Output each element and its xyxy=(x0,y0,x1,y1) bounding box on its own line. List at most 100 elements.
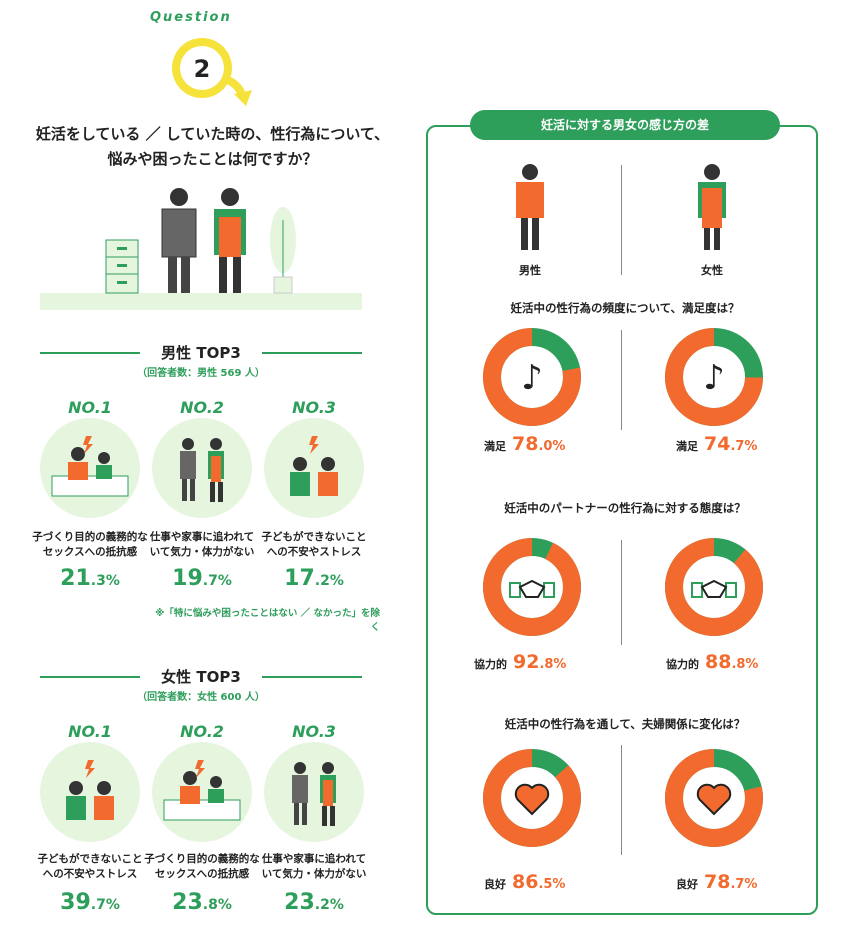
q2-female-pct-dec: .8% xyxy=(731,657,759,672)
panel-question-3: 妊活中の性行為を通して、夫婦関係に変化は？ xyxy=(504,717,746,731)
male-item-3-pct-dec: .2% xyxy=(314,573,344,589)
q3-male-donut xyxy=(483,749,581,847)
q2-male-label: 協力的 xyxy=(474,658,507,671)
donut-value-segment xyxy=(483,749,581,847)
drawer-icon xyxy=(105,239,139,294)
male-item-3-line2: への不安やストレス xyxy=(266,546,362,558)
female-item-3-pct-int: 23 xyxy=(284,890,315,915)
female-item-1-pct: 39.7% xyxy=(35,890,145,915)
donut-value-segment xyxy=(483,328,581,426)
q3-female-label: 良好 xyxy=(676,878,698,891)
q3-female-pct-dec: .7% xyxy=(730,877,758,892)
male-item-1-line2: セックスへの抵抗感 xyxy=(42,546,138,558)
main-question: 妊活をしている ／ していた時の、性行為について、 悩みや困ったことは何ですか？ xyxy=(20,122,405,172)
female-item-1-line1: 子どもができないこと xyxy=(37,853,143,865)
male-item-2-pct-dec: .7% xyxy=(202,573,232,589)
q1-male-result: 満足 78.0% xyxy=(484,433,614,455)
q2-male-pct: 92.8% xyxy=(513,651,566,673)
female-rank-1: NO.1 xyxy=(68,722,112,741)
female-rank-1-illustration xyxy=(40,742,140,842)
female-item-2-pct-dec: .8% xyxy=(202,897,232,913)
male-item-3-line1: 子どもができないこと xyxy=(261,531,367,543)
heart-icon xyxy=(696,783,732,816)
male-rank-1: NO.1 xyxy=(68,398,112,417)
female-item-1-text: 子どもができないこと への不安やストレス xyxy=(30,852,150,882)
q1-female-pct: 74.7% xyxy=(704,433,757,455)
q2-female-donut xyxy=(665,538,763,636)
male-item-2-text: 仕事や家事に追われて いて気力・体力がない xyxy=(142,530,262,560)
worried-couple-icon xyxy=(66,760,114,820)
q2-male-pct-dec: .8% xyxy=(539,657,567,672)
q3-female-pct-int: 78 xyxy=(704,871,731,893)
q1-female-pct-int: 74 xyxy=(704,433,731,455)
worried-couple-icon xyxy=(290,436,338,496)
female-label: 女性 xyxy=(701,264,723,277)
female-rank-3-illustration xyxy=(264,742,364,842)
female-top3-header: 女性 TOP3 xyxy=(40,666,362,686)
q2-female-pct: 88.8% xyxy=(705,651,758,673)
male-top3-title: 男性 TOP3 xyxy=(161,344,241,362)
female-item-2-pct: 23.8% xyxy=(147,890,257,915)
male-item-2-line1: 仕事や家事に追われて xyxy=(149,531,255,543)
q3-female-result: 良好 78.7% xyxy=(676,871,806,893)
music-note-icon: ♪ xyxy=(521,358,543,398)
female-item-1-pct-dec: .7% xyxy=(90,897,120,913)
q3-male-pct-dec: .5% xyxy=(538,877,566,892)
q2-female-result: 協力的 88.8% xyxy=(666,651,796,673)
woman-figure-icon xyxy=(214,188,246,293)
q1-male-pct-int: 78 xyxy=(512,433,539,455)
male-item-1-pct-dec: .3% xyxy=(90,573,120,589)
male-respondents: （回答者数：男性 569 人） xyxy=(137,368,265,379)
female-top3-title: 女性 TOP3 xyxy=(161,668,241,686)
female-item-1-line2: への不安やストレス xyxy=(42,868,138,880)
male-label: 男性 xyxy=(519,264,541,277)
tired-couple-icon xyxy=(292,762,336,826)
heart-icon xyxy=(514,783,550,816)
male-rank-3-illustration xyxy=(264,418,364,518)
female-respondents: （回答者数：女性 600 人） xyxy=(137,692,265,703)
q1-female-donut: ♪ xyxy=(665,328,763,426)
q1-male-pct-dec: .0% xyxy=(538,439,566,454)
q3-male-pct-int: 86 xyxy=(512,871,539,893)
couple-bed-icon xyxy=(163,760,241,821)
q1-divider xyxy=(621,330,622,430)
man-figure-icon xyxy=(161,188,197,293)
male-figure-icon xyxy=(516,164,544,250)
male-item-2-pct: 19.7% xyxy=(147,566,257,591)
female-item-2-pct-int: 23 xyxy=(172,890,203,915)
main-question-line2: 悩みや困ったことは何ですか？ xyxy=(107,150,318,168)
male-rank-2: NO.2 xyxy=(180,398,224,417)
panel-question-1: 妊活中の性行為の頻度について、満足度は？ xyxy=(510,301,740,315)
male-item-1-line1: 子づくり目的の義務的な xyxy=(32,531,148,543)
male-item-3-pct: 17.2% xyxy=(259,566,369,591)
exclusion-note: ※「特に悩みや困ったことはない ／ なかった」を除く xyxy=(155,608,380,633)
panel-question-2: 妊活中のパートナーの性行為に対する態度は？ xyxy=(504,501,746,515)
q3-female-donut xyxy=(665,749,763,847)
music-note-icon: ♪ xyxy=(703,358,725,398)
panel-title: 妊活に対する男女の感じ方の差 xyxy=(470,110,780,140)
male-item-1-pct: 21.3% xyxy=(35,566,145,591)
q3-male-label: 良好 xyxy=(484,878,506,891)
female-item-2-text: 子づくり目的の義務的な セックスへの抵抗感 xyxy=(142,852,262,882)
q3-divider xyxy=(621,745,622,855)
q1-male-label: 満足 xyxy=(484,440,506,453)
question-number: 2 xyxy=(193,55,211,83)
female-item-2-line1: 子づくり目的の義務的な xyxy=(144,853,260,865)
female-item-1-pct-int: 39 xyxy=(60,890,91,915)
gender-divider xyxy=(621,165,622,275)
donut-value-segment xyxy=(665,749,763,847)
q2-divider xyxy=(621,540,622,645)
q2-female-label: 協力的 xyxy=(666,658,699,671)
q3-male-result: 良好 86.5% xyxy=(484,871,614,893)
q3-male-pct: 86.5% xyxy=(512,871,565,893)
male-item-3-pct-int: 17 xyxy=(284,566,315,591)
question-badge-label: Question xyxy=(150,10,232,25)
handshake-icon xyxy=(691,579,737,598)
donut-value-segment xyxy=(665,328,763,426)
q2-male-donut xyxy=(483,538,581,636)
q2-male-pct-int: 92 xyxy=(513,651,540,673)
question-badge-icon xyxy=(172,38,252,106)
female-item-3-line2: いて気力・体力がない xyxy=(261,868,367,880)
handshake-icon xyxy=(509,579,555,598)
q1-male-donut: ♪ xyxy=(483,328,581,426)
